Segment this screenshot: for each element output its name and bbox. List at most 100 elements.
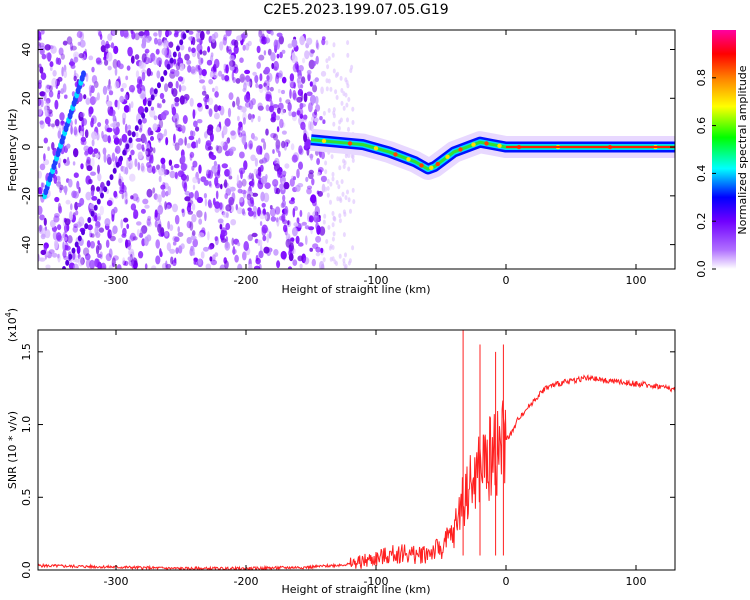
heatmap-cell <box>192 176 198 184</box>
figure-title: C2E5.2023.199.07.05.G19 <box>263 2 448 18</box>
heatmap-cell <box>141 165 146 173</box>
heatmap-cell <box>268 105 274 113</box>
heatmap-cell <box>239 151 245 159</box>
heatmap-cell <box>328 245 332 251</box>
heatmap-cell <box>38 97 42 107</box>
heatmap-cell <box>196 119 203 124</box>
heatmap-cell <box>62 233 66 238</box>
diagonal-track-cell <box>71 247 76 254</box>
heatmap-cell <box>316 42 320 50</box>
heatmap-cell <box>291 38 298 48</box>
heatmap-cell <box>347 166 351 172</box>
heatmap-cell <box>346 189 349 195</box>
heatmap-cell <box>146 161 152 168</box>
heatmap-cell <box>264 182 271 189</box>
heatmap-cell <box>105 239 110 248</box>
heatmap-cell <box>220 183 223 190</box>
heatmap-cell <box>130 30 134 35</box>
heatmap-cell <box>64 218 71 226</box>
heatmap-cell <box>206 59 213 66</box>
heatmap-cell <box>141 71 146 82</box>
heatmap-cell <box>184 53 190 61</box>
heatmap-cell <box>180 170 185 176</box>
heatmap-cell <box>292 227 298 237</box>
heatmap-cell <box>77 41 81 46</box>
heatmap-cell <box>335 95 339 100</box>
heatmap-cell <box>134 32 140 41</box>
heatmap-cell <box>298 145 303 155</box>
heatmap-cell <box>331 176 335 182</box>
heatmap-cell <box>306 188 312 195</box>
heatmap-cell <box>191 47 196 54</box>
diagonal-track-cell <box>163 69 168 76</box>
heatmap-cell <box>314 109 317 116</box>
heatmap-cell <box>39 163 46 171</box>
heatmap-cell <box>312 84 318 93</box>
heatmap-cell <box>247 234 253 242</box>
diagonal-track-cell <box>185 30 190 33</box>
heatmap-cell <box>45 250 49 256</box>
heatmap-cell <box>131 203 135 209</box>
heatmap-cell <box>246 81 252 87</box>
heatmap-cell <box>70 203 73 211</box>
heatmap-cell <box>327 56 331 61</box>
heatmap-cell <box>197 258 202 265</box>
heatmap-cell <box>262 235 267 242</box>
heatmap-cell <box>214 91 219 98</box>
heatmap-cell <box>91 196 98 201</box>
heatmap-cell <box>144 137 148 145</box>
heatmap-cell <box>298 242 304 247</box>
heatmap-cell <box>225 204 232 212</box>
heatmap-cell <box>107 108 114 116</box>
diagonal-track-cell <box>77 235 82 242</box>
heatmap-cell <box>161 133 165 138</box>
heatmap-cell <box>63 70 68 79</box>
heatmap-cell <box>322 257 326 263</box>
heatmap-cell <box>38 42 45 48</box>
y-tick-label: 20 <box>20 91 33 105</box>
diagonal-track-cell <box>144 106 149 113</box>
heatmap-cell <box>325 239 329 244</box>
heatmap-cell <box>315 55 319 65</box>
heatmap-cell <box>289 178 295 187</box>
diagonal-track-cell <box>93 204 98 211</box>
heatmap-cell <box>229 146 237 152</box>
heatmap-cell <box>223 63 226 69</box>
heatmap-cell <box>259 145 263 155</box>
heatmap-cell <box>163 37 166 46</box>
heatmap-cell <box>38 41 42 51</box>
heatmap-cell <box>259 73 263 82</box>
heatmap-cell <box>215 145 219 151</box>
heatmap-cell <box>201 90 207 96</box>
heatmap-cell <box>137 78 141 88</box>
heatmap-cell <box>84 150 89 156</box>
heatmap-cell <box>204 198 208 207</box>
heatmap-cell <box>192 160 198 168</box>
heatmap-cell <box>263 246 270 254</box>
heatmap-cell <box>254 157 258 167</box>
diagonal-track-cell <box>115 161 120 168</box>
heatmap-cell <box>310 153 313 161</box>
heatmap-cell <box>120 30 125 37</box>
spectrogram-panel: -300 -200 -100 0 100 40 20 0 -20 -40 Height of st… <box>6 29 676 296</box>
x-tick-label: -300 <box>104 575 129 588</box>
heatmap-cell <box>155 48 160 55</box>
heatmap-cell <box>266 233 270 244</box>
heatmap-cell <box>130 149 135 156</box>
heatmap-cell <box>296 107 304 117</box>
heatmap-cell <box>79 39 86 48</box>
spectrogram-axes: -300 -200 -100 0 100 40 20 0 -20 -40 <box>20 30 675 287</box>
heatmap-cell <box>135 137 142 142</box>
heatmap-cell <box>159 92 165 100</box>
heatmap-cell <box>301 76 306 84</box>
ridge-peak <box>445 154 450 159</box>
heatmap-cell <box>57 130 62 139</box>
heatmap-cell <box>140 61 147 70</box>
heatmap-cell <box>207 46 211 53</box>
heatmap-cell <box>299 103 306 108</box>
heatmap-cell <box>237 115 240 122</box>
heatmap-cell <box>91 131 98 140</box>
heatmap-cell <box>51 77 58 88</box>
heatmap-cell <box>39 257 46 262</box>
heatmap-cell <box>166 242 172 252</box>
